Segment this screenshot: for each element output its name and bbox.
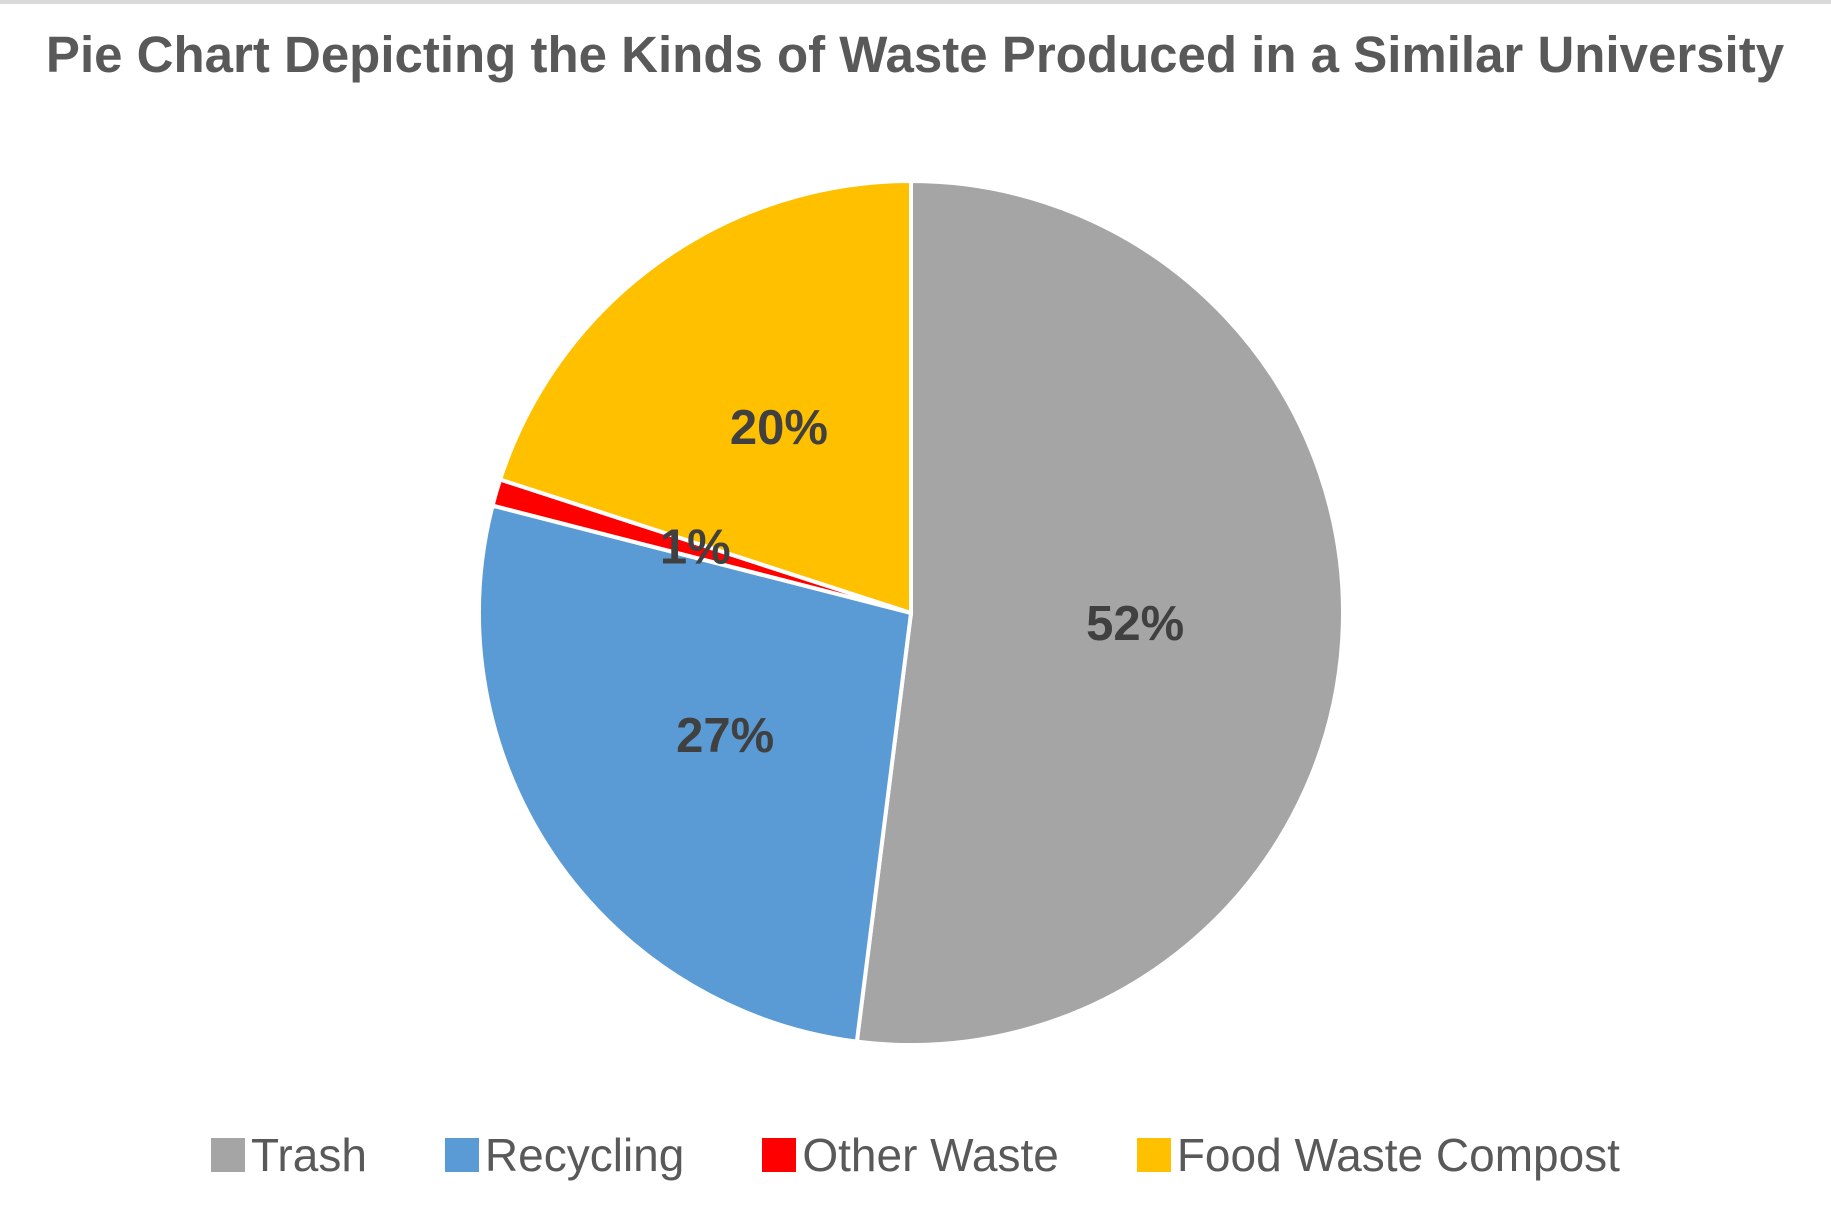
data-label: 27% (676, 709, 774, 763)
legend-swatch (211, 1138, 246, 1172)
top-border (0, 0, 1831, 4)
pie-slice (477, 503, 914, 1044)
legend-label: Trash (251, 1129, 367, 1181)
legend-swatch (1136, 1138, 1171, 1172)
data-label: 1% (660, 520, 731, 574)
data-label: 52% (1086, 597, 1184, 651)
legend-label: Food Waste Compost (1176, 1129, 1620, 1181)
legend-item: Recycling (444, 1128, 685, 1182)
pie-slice (497, 178, 913, 616)
pie-slice (854, 178, 1345, 1047)
legend: Trash Recycling Other Waste Food Waste Comp… (0, 1128, 1831, 1182)
legend-item: Other Waste (762, 1128, 1059, 1182)
data-label: 20% (730, 401, 828, 455)
legend-item: Food Waste Compost (1136, 1128, 1620, 1182)
legend-label: Other Waste (802, 1129, 1059, 1181)
legend-label: Recycling (484, 1129, 685, 1181)
legend-swatch (444, 1138, 479, 1172)
legend-swatch (762, 1138, 797, 1172)
chart-title: Pie Chart Depicting the Kinds of Waste P… (45, 26, 1785, 83)
legend-item: Trash (211, 1128, 367, 1182)
